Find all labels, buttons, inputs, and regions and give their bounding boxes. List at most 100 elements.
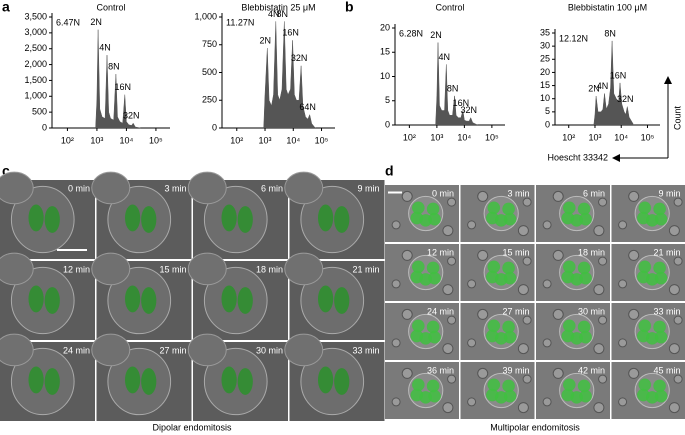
cell <box>284 252 324 286</box>
green-signal <box>579 330 592 344</box>
micrograph: 21 min <box>611 244 685 301</box>
green-signal <box>486 329 499 343</box>
time-label: 0 min <box>68 183 90 193</box>
peak-label: 2N <box>430 30 442 40</box>
micrograph: 30 min <box>187 333 288 421</box>
x-tick-label: 10³ <box>588 132 601 142</box>
cell-bg <box>401 190 413 202</box>
green-signal <box>654 330 668 344</box>
cell-bg <box>673 256 683 266</box>
green-signal <box>577 379 591 393</box>
x-tick-label: 10⁵ <box>149 135 163 145</box>
cell-bg <box>673 374 683 384</box>
green-signal <box>318 204 334 232</box>
scale-bar <box>388 191 402 194</box>
micrograph: 6 min <box>536 185 610 242</box>
micrograph: 18 min <box>187 252 288 340</box>
peak-label: 2N <box>260 35 272 45</box>
cell-bg <box>552 308 564 320</box>
green-signal <box>638 319 652 333</box>
x-tick-label: 10² <box>403 132 416 142</box>
cell-bg <box>628 249 640 261</box>
green-signal <box>487 260 501 274</box>
green-signal <box>487 319 501 333</box>
peak-label: 16N <box>282 28 299 38</box>
histogram-area <box>95 29 141 129</box>
micrograph: 39 min <box>460 362 535 419</box>
cell-bg <box>673 197 683 207</box>
x-tick-label: 10⁴ <box>119 135 133 145</box>
cell-bg <box>391 279 401 289</box>
peak-label: 32N <box>460 105 477 115</box>
green-signal <box>563 319 576 333</box>
time-label: 45 min <box>653 365 680 375</box>
x-tick-label: 10⁴ <box>457 132 471 142</box>
cell-bg <box>467 338 477 348</box>
y-tick-label: 750 <box>202 39 217 49</box>
time-label: 3 min <box>164 183 186 193</box>
green-signal <box>428 271 441 285</box>
cell-bg <box>618 279 628 289</box>
green-signal <box>44 287 60 314</box>
micrograph: 33 min <box>611 303 685 360</box>
panel-letter: d <box>385 163 394 179</box>
x-axis-label: Hoescht 33342 <box>547 152 608 162</box>
y-tick-label: 0 <box>385 119 390 129</box>
green-signal <box>637 270 650 284</box>
y-tick-label: 35 <box>540 27 550 37</box>
peak-label: 16N <box>115 82 132 92</box>
cell <box>0 333 34 367</box>
histogram-area <box>593 40 635 126</box>
green-signal <box>334 287 350 314</box>
x-tick-label: 10³ <box>430 132 443 142</box>
green-signal <box>28 204 44 232</box>
cell-bg <box>391 220 401 230</box>
micrograph: 45 min <box>611 362 685 419</box>
cell-bg <box>593 402 605 414</box>
cell-bg <box>628 190 640 202</box>
y-tick-label: 0 <box>212 122 217 132</box>
chart-title: Blebbistatin 25 μM <box>241 2 315 12</box>
green-signal <box>561 270 575 284</box>
green-signal <box>577 261 591 275</box>
y-tick-label: 20 <box>380 22 390 32</box>
micrograph: 3 min <box>91 171 192 259</box>
green-signal <box>638 378 652 392</box>
green-signal <box>487 378 501 392</box>
micrograph: 42 min <box>536 362 610 419</box>
green-signal <box>654 389 668 403</box>
green-signal <box>577 320 591 334</box>
x-tick-label: 10² <box>562 132 575 142</box>
peak-label: 32N <box>123 111 140 121</box>
cell <box>187 333 227 367</box>
cell-bg <box>401 367 413 379</box>
peak-label: 32N <box>617 94 634 104</box>
y-tick-label: 3,500 <box>24 11 47 21</box>
green-signal <box>428 330 441 344</box>
cell-bg <box>467 279 477 289</box>
cell-bg <box>542 338 552 348</box>
y-axis-label: Count <box>672 106 682 131</box>
time-label: 21 min <box>653 247 680 257</box>
green-signal <box>653 379 666 393</box>
green-signal <box>334 368 350 395</box>
cell-bg <box>552 367 564 379</box>
cell-bg <box>628 308 640 320</box>
cell-bg <box>401 249 413 261</box>
cell-bg <box>401 308 413 320</box>
time-label: 0 min <box>432 188 454 198</box>
micrograph: 9 min <box>611 185 685 242</box>
green-signal <box>125 204 141 232</box>
green-signal <box>577 202 591 216</box>
green-signal <box>221 366 237 394</box>
cell-bg <box>673 315 683 325</box>
y-tick-label: 25 <box>540 54 550 64</box>
green-signal <box>318 366 334 394</box>
cell-bg <box>477 308 489 320</box>
cell-bg <box>552 249 564 261</box>
cell-bg <box>517 402 529 414</box>
y-tick-label: 5 <box>385 95 390 105</box>
green-signal <box>237 368 253 395</box>
cell-bg <box>447 256 457 266</box>
